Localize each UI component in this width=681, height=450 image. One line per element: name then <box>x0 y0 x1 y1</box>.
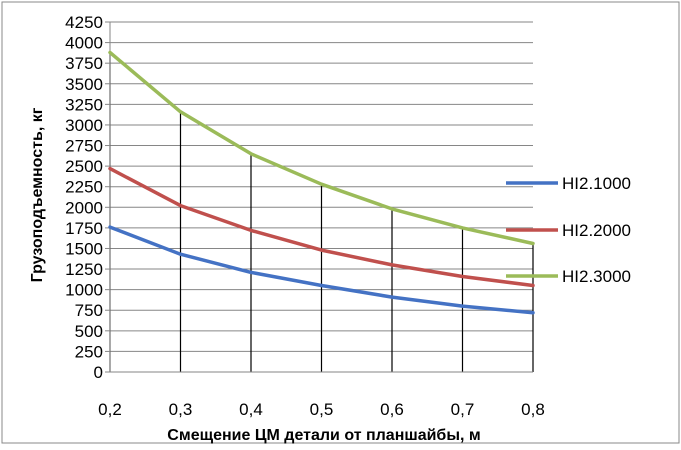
y-tick-label: 3250 <box>65 95 103 114</box>
x-tick-label: 0,6 <box>380 400 404 419</box>
y-tick-label: 0 <box>94 363 103 382</box>
y-tick-label: 2250 <box>65 178 103 197</box>
y-tick-label: 2750 <box>65 137 103 156</box>
series-lines <box>108 50 535 315</box>
y-tick-label: 3500 <box>65 75 103 94</box>
y-axis-title: Грузоподъемность, кг <box>29 107 46 282</box>
y-tick-label: 3000 <box>65 116 103 135</box>
series-line-2 <box>108 166 535 288</box>
x-tick-label: 0,2 <box>98 400 122 419</box>
x-tick-label: 0,4 <box>239 400 263 419</box>
legend-label: НI2.2000 <box>562 221 631 240</box>
y-tick-label: 250 <box>75 342 103 361</box>
y-tick-label: 3750 <box>65 54 103 73</box>
x-tick-label: 0,5 <box>310 400 334 419</box>
legend: НI2.1000 НI2.2000 НI2.3000 <box>506 174 631 286</box>
y-tick-label: 4000 <box>65 34 103 53</box>
y-tick-label: 1500 <box>65 239 103 258</box>
y-tick-label: 750 <box>75 301 103 320</box>
legend-label: НI2.1000 <box>562 174 631 193</box>
x-axis-title: Смещение ЦМ детали от планшайбы, м <box>167 427 480 444</box>
y-tick-label: 500 <box>75 322 103 341</box>
y-tick-label: 2000 <box>65 198 103 217</box>
x-tick-label: 0,8 <box>521 400 545 419</box>
x-tick-label: 0,3 <box>169 400 193 419</box>
series-line-3 <box>108 50 535 246</box>
y-tick-label: 2500 <box>65 157 103 176</box>
axes <box>105 21 533 373</box>
y-tick-label: 1250 <box>65 260 103 279</box>
y-tick-label: 4250 <box>65 13 103 32</box>
y-tick-label: 1000 <box>65 281 103 300</box>
legend-label: НI2.3000 <box>562 267 631 286</box>
series-line-1 <box>108 225 535 315</box>
y-tick-label: 1750 <box>65 219 103 238</box>
x-tick-label: 0,7 <box>451 400 475 419</box>
